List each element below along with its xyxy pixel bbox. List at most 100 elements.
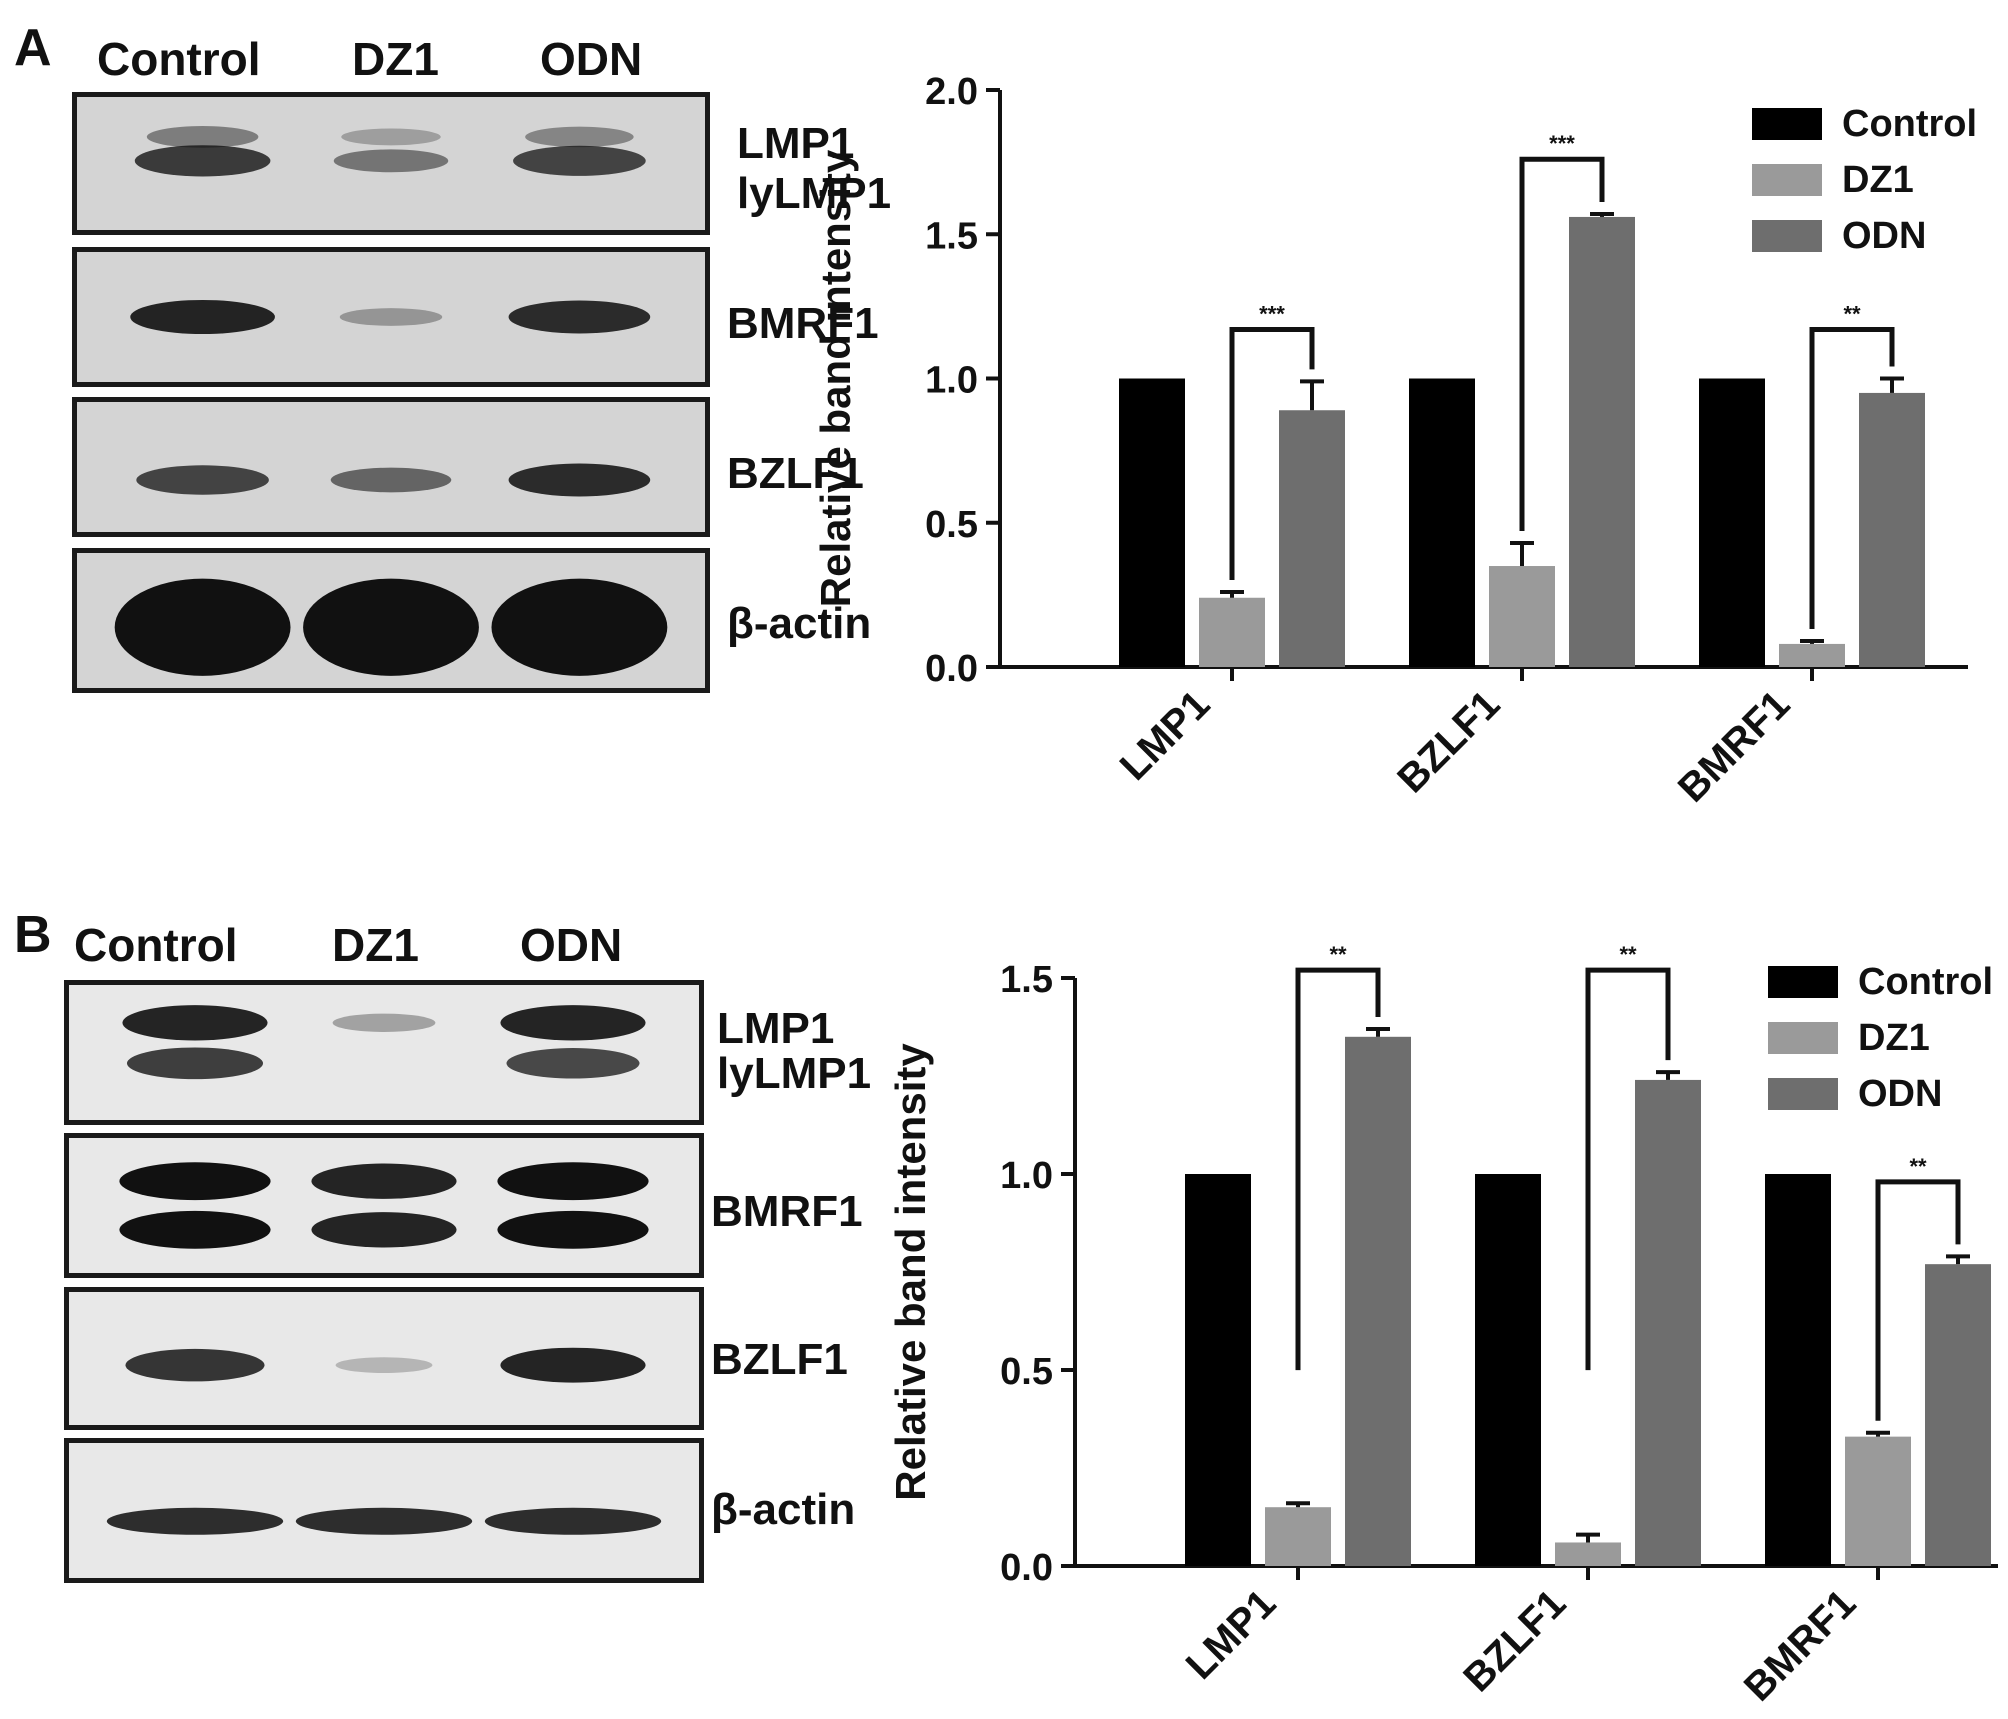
blot-band-bzlf1-1-lane-3: [508, 463, 651, 497]
blot-band-bmrf1-2-lane-2: [311, 1212, 457, 1248]
panel-a-blot-lmp1-bands: [77, 97, 705, 230]
blot-band-bzlf1-1-lane-1: [125, 1348, 265, 1382]
panel-a-label-lmp1: LMP1: [737, 119, 855, 168]
panel-a-lane-control: Control: [97, 33, 261, 85]
panel-a-lane-dz1: DZ1: [352, 33, 439, 85]
blot-band-lmp1-1-lane-1: [122, 1005, 268, 1041]
panel-b-lane-odn: ODN: [520, 919, 623, 971]
blot-band--actin-1-lane-1: [114, 578, 291, 676]
panel-b-lane-dz1: DZ1: [332, 919, 419, 971]
chart-a-x-tick-label-bzlf1: BZLF1: [1389, 682, 1508, 801]
chart-a-bar-lmp1-odn: [1279, 410, 1345, 667]
chart-b-significance-bracket-lmp1: [1295, 967, 1381, 1371]
blot-band-bzlf1-1-lane-1: [136, 465, 269, 495]
chart-b-bar-lmp1-control: [1185, 1174, 1251, 1566]
blot-band--actin-1-lane-3: [491, 578, 668, 676]
panel-b-blot-lmp1: [64, 980, 704, 1125]
blot-band-bmrf1-1-lane-1: [119, 1162, 271, 1201]
chart-b-bar-bzlf1-dz1: [1555, 1542, 1621, 1566]
chart-b: 0.0 0.5 1.0 1.5 Relative band intensity LMP1 B…: [887, 942, 1998, 1710]
chart-a-y-tick-label: 0.5: [925, 504, 978, 546]
chart-a-bar-bzlf1-odn: [1569, 216, 1635, 667]
blot-band--actin-1-lane-2: [303, 578, 479, 676]
panel-b-lane-control: Control: [74, 919, 238, 971]
panel-a-blot-lmp1: [72, 92, 710, 235]
blot-background: [69, 1138, 699, 1273]
chart-b-legend-label-control: Control: [1858, 961, 1993, 1003]
chart-a-legend-swatch-control: [1752, 108, 1822, 140]
chart-a-x-tick-label-lmp1: LMP1: [1112, 682, 1219, 789]
chart-a-y-tick-label: 1.5: [925, 215, 978, 257]
blot-band-bzlf1-1-lane-3: [500, 1347, 646, 1383]
chart-a-significance-bracket-bzlf1: [1519, 156, 1605, 531]
chart-a: 0.0 0.5 1.0 1.5 2.0 Relative band intensity LM…: [812, 71, 1977, 811]
panel-a-label-bzlf1: BZLF1: [727, 449, 864, 498]
chart-b-significance-label-bzlf1: **: [1619, 942, 1637, 967]
chart-a-y-tick-label: 2.0: [925, 71, 978, 113]
panel-a-blot-bzlf1: [72, 397, 710, 537]
panel-b-blot-actin-bands: [69, 1443, 699, 1578]
blot-band-lmp1-1-lane-3: [525, 126, 634, 148]
chart-a-bar-bmrf1-dz1: [1779, 643, 1845, 667]
panel-b-blot-bmrf1: [64, 1133, 704, 1278]
panel-a-label-bmrf1: BMRF1: [727, 299, 879, 348]
panel-a-blot-actin: [72, 548, 710, 693]
blot-band--actin-1-lane-2: [295, 1507, 473, 1535]
panel-b-label-bmrf1: BMRF1: [711, 1187, 863, 1236]
chart-a-bar-lmp1-control: [1119, 378, 1185, 667]
chart-b-y-axis-label: Relative band intensity: [887, 1043, 934, 1501]
blot-band--actin-1-lane-3: [484, 1507, 662, 1535]
panel-b-blot-bmrf1-bands: [69, 1138, 699, 1273]
chart-b-significance-bracket-bzlf1: [1585, 967, 1671, 1371]
chart-b-y-tick-label: 1.0: [1000, 1155, 1053, 1197]
chart-a-y-axis-label: Relative band intensity: [812, 149, 859, 607]
panel-b-label-lmp1: LMP1: [717, 1004, 835, 1053]
chart-a-significance-label-bmrf1: **: [1843, 301, 1861, 326]
panel-a-blot-bmrf1-bands: [77, 252, 705, 382]
panel-b-label-lylmp1: lyLMP1: [717, 1049, 872, 1098]
chart-b-bar-bzlf1-odn: [1635, 1079, 1701, 1566]
chart-b-legend-swatch-dz1: [1768, 1022, 1838, 1054]
blot-band-bmrf1-1-lane-3: [497, 1162, 649, 1201]
panel-b-blot-actin: [64, 1438, 704, 1583]
chart-b-legend-label-odn: ODN: [1858, 1073, 1942, 1115]
blot-band-lmp1-1-lane-2: [341, 128, 441, 146]
blot-band-lmp1-1-lane-1: [146, 126, 259, 148]
panel-b-blot-lmp1-bands: [69, 985, 699, 1120]
chart-a-bar-bzlf1-dz1: [1489, 566, 1555, 667]
chart-b-significance-label-lmp1: **: [1329, 942, 1347, 967]
chart-a-y-tick-label: 0.0: [925, 648, 978, 690]
chart-b-legend-label-dz1: DZ1: [1858, 1017, 1930, 1059]
chart-b-bar-bmrf1-odn: [1925, 1264, 1991, 1566]
panel-a-blot-bmrf1: [72, 247, 710, 387]
blot-band-lylmp1-2-lane-3: [506, 1048, 640, 1079]
chart-a-significance-bracket-lmp1: [1229, 326, 1315, 580]
chart-a-bar-bzlf1-control: [1409, 378, 1475, 667]
blot-band-bmrf1-1-lane-1: [130, 299, 275, 335]
chart-a-bar-bmrf1-odn: [1859, 392, 1925, 667]
chart-a-significance-bracket-bmrf1: [1809, 326, 1895, 630]
blot-band-bzlf1-1-lane-2: [330, 467, 452, 493]
chart-a-bar-lmp1-dz1: [1199, 597, 1265, 667]
panel-a-blot-actin-bands: [77, 553, 705, 688]
chart-a-bar-bmrf1-control: [1699, 378, 1765, 667]
blot-band-lylmp1-2-lane-1: [134, 145, 271, 177]
blot-band-bzlf1-1-lane-2: [335, 1357, 433, 1373]
chart-a-legend-label-control: Control: [1842, 103, 1977, 145]
chart-b-bar-lmp1-odn: [1345, 1036, 1411, 1566]
chart-a-legend-label-odn: ODN: [1842, 215, 1926, 257]
blot-band-lylmp1-2-lane-3: [513, 145, 646, 176]
chart-b-y-tick-label: 1.5: [1000, 959, 1053, 1001]
blot-band-lylmp1-2-lane-2: [333, 149, 449, 173]
chart-a-legend-swatch-odn: [1752, 220, 1822, 252]
chart-a-significance-label-lmp1: ***: [1259, 301, 1285, 326]
chart-b-bar-bmrf1-dz1: [1845, 1436, 1911, 1566]
blot-band-bmrf1-1-lane-3: [508, 300, 651, 334]
panel-b-letter: B: [14, 906, 52, 964]
chart-b-bar-bzlf1-control: [1475, 1174, 1541, 1566]
chart-b-x-tick-label-bmrf1: BMRF1: [1736, 1581, 1865, 1710]
chart-b-legend-swatch-control: [1768, 966, 1838, 998]
chart-b-y-tick-label: 0.5: [1000, 1351, 1053, 1393]
blot-band-bmrf1-2-lane-3: [497, 1210, 649, 1249]
